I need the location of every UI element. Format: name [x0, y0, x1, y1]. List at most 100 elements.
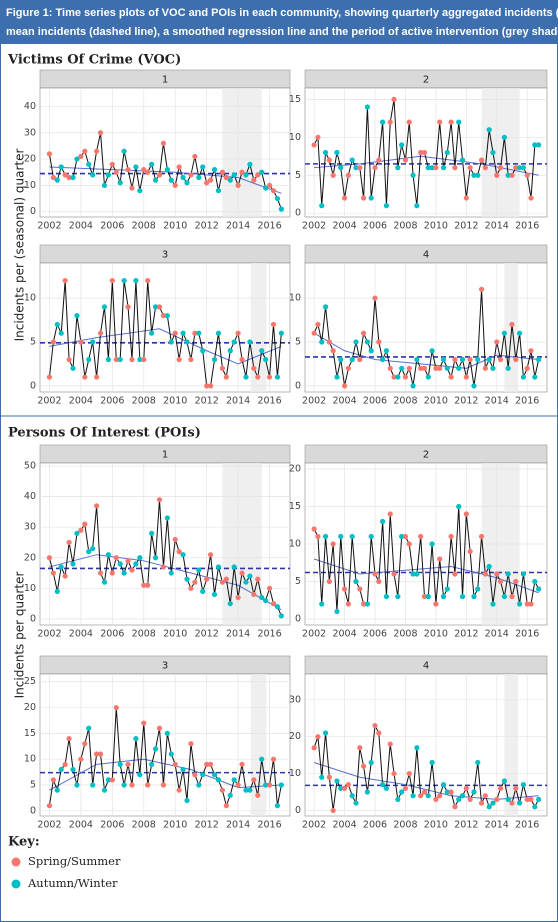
- point: [54, 588, 60, 594]
- x-tick-label: 2006: [363, 629, 387, 640]
- point: [247, 787, 253, 793]
- point: [425, 593, 431, 600]
- point: [188, 356, 194, 363]
- point: [349, 356, 355, 363]
- point: [330, 172, 336, 178]
- point: [467, 356, 473, 363]
- point: [90, 545, 96, 552]
- point: [274, 195, 281, 202]
- point: [319, 203, 325, 209]
- point: [326, 339, 332, 345]
- x-tick-label: 2008: [132, 396, 156, 407]
- panel-title: 2: [423, 75, 429, 86]
- y-tick-label: 0: [295, 380, 301, 391]
- point: [113, 356, 119, 363]
- point: [513, 356, 519, 363]
- x-tick-label: 2006: [100, 221, 124, 232]
- point: [105, 777, 111, 783]
- point: [437, 556, 443, 562]
- point: [266, 374, 273, 380]
- point: [448, 789, 454, 795]
- point: [322, 304, 329, 310]
- point: [156, 725, 163, 731]
- point: [133, 164, 139, 170]
- point: [160, 782, 167, 788]
- point: [372, 295, 378, 301]
- point: [452, 571, 458, 577]
- point: [152, 304, 159, 310]
- point: [105, 552, 111, 558]
- point: [137, 555, 143, 561]
- point: [341, 586, 348, 592]
- y-tick-label: 5: [30, 780, 36, 791]
- x-tick-label: 2006: [100, 629, 124, 640]
- smoothed-line: [313, 762, 539, 800]
- point: [471, 172, 477, 178]
- x-tick-label: 2002: [37, 629, 61, 640]
- point: [406, 770, 412, 777]
- point: [437, 365, 443, 371]
- point: [459, 793, 466, 799]
- y-tick-label: 10: [24, 754, 36, 765]
- x-tick-label: 2004: [69, 396, 93, 407]
- x-tick-label: 2008: [393, 221, 417, 232]
- point: [54, 177, 60, 183]
- point: [58, 564, 64, 570]
- point: [184, 180, 190, 186]
- point: [414, 356, 420, 363]
- point: [357, 586, 363, 592]
- x-tick-label: 2002: [302, 629, 326, 640]
- point: [239, 169, 245, 175]
- point: [494, 796, 500, 803]
- x-tick-label: 2012: [195, 221, 219, 232]
- point: [475, 172, 481, 178]
- point: [50, 174, 56, 181]
- point: [192, 153, 198, 160]
- point: [227, 792, 233, 798]
- x-tick-label: 2004: [332, 820, 356, 831]
- point: [235, 782, 241, 788]
- point: [251, 177, 257, 183]
- point: [215, 330, 222, 336]
- point: [94, 751, 100, 757]
- point: [50, 339, 56, 345]
- point: [219, 787, 225, 793]
- point: [429, 541, 435, 547]
- point: [86, 549, 92, 555]
- x-tick-label: 2006: [100, 820, 124, 831]
- point: [395, 165, 401, 171]
- point: [463, 195, 469, 201]
- point: [467, 165, 473, 171]
- point: [168, 339, 174, 345]
- x-tick-label: 2014: [226, 820, 250, 831]
- point: [421, 149, 428, 156]
- point: [270, 188, 277, 194]
- point: [86, 356, 92, 363]
- smoothed-line: [49, 166, 282, 194]
- point: [349, 157, 355, 163]
- x-tick-label: 2016: [257, 221, 281, 232]
- point: [368, 533, 374, 540]
- point: [452, 804, 458, 810]
- point: [62, 761, 68, 767]
- y-tick-label: 5: [295, 170, 301, 181]
- point: [133, 561, 139, 567]
- point: [338, 533, 344, 540]
- x-tick-label: 2004: [332, 629, 356, 640]
- point: [129, 356, 135, 363]
- point: [425, 165, 431, 171]
- point: [215, 777, 222, 783]
- x-tick-label: 2008: [393, 629, 417, 640]
- point: [125, 167, 131, 173]
- point: [341, 195, 348, 201]
- x-tick-label: 2016: [515, 820, 539, 831]
- point: [223, 576, 229, 582]
- point: [196, 567, 202, 573]
- key-swatch: [11, 857, 21, 867]
- point: [387, 365, 393, 371]
- point: [204, 383, 210, 389]
- point: [528, 796, 534, 803]
- x-tick-label: 2016: [515, 396, 539, 407]
- point: [46, 803, 53, 809]
